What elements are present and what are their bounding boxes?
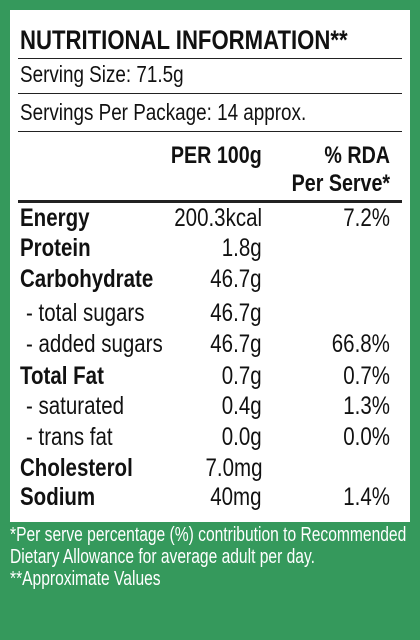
rule [18,58,402,59]
row-rda-text: 66.8% [331,330,390,358]
col-rda: % RDA [310,142,390,170]
serving-size: Serving Size: 71.5g [20,60,219,88]
row-per-100g-text: 46.7g [210,330,262,358]
row-name-text: Energy [20,204,90,232]
rule [18,200,402,203]
row-rda: 1.4% [333,483,390,511]
row-name: - added sugars [26,330,193,358]
title-text: NUTRITIONAL INFORMATION** [20,25,348,55]
footnote: **Approximate Values [10,568,161,590]
footnotes: *Per serve percentage (%) contribution t… [10,524,416,590]
row-name: - trans fat [26,423,132,451]
row-rda-text: 7.2% [343,204,390,232]
col-text: % RDA [324,142,390,169]
row-per-100g: 46.7g [199,299,262,327]
row-per-100g: 200.3kcal [155,204,262,232]
row-rda: 7.2% [333,204,390,232]
row-name-text: Protein [20,234,91,262]
col-text: PER 100g [171,142,262,169]
row-name: Cholesterol [20,454,158,482]
row-name-text: Cholesterol [20,454,133,482]
row-per-100g-text: 46.7g [210,299,262,327]
row-name: Total Fat [20,362,122,390]
row-name-text: Carbohydrate [20,265,154,293]
row-per-100g: 46.7g [199,265,262,293]
row-rda: 0.0% [333,423,390,451]
rule [18,93,402,94]
row-per-100g: 0.0g [213,423,262,451]
row-name: Energy [20,204,105,232]
row-name: Carbohydrate [20,265,183,293]
row-name: Protein [20,234,106,262]
row-name-text: Sodium [20,483,96,511]
row-per-100g-text: 0.4g [222,392,262,420]
title: NUTRITIONAL INFORMATION** [20,26,419,54]
row-name-text: - added sugars [26,330,163,358]
footnote: *Per serve percentage (%) contribution t… [10,524,407,568]
servings-text: Servings Per Package: 14 approx. [20,99,307,125]
col-per-100g: PER 100g [151,142,262,170]
row-rda-text: 0.7% [343,362,390,390]
row-per-100g: 7.0mg [193,454,262,482]
row-per-100g-text: 7.0mg [205,454,262,482]
servings-per-package: Servings Per Package: 14 approx. [20,98,369,126]
row-name: Sodium [20,483,112,511]
row-name-text: - total sugars [26,299,145,327]
row-per-100g: 40mg [199,483,262,511]
row-per-100g: 0.7g [213,362,262,390]
row-rda: 1.3% [333,392,390,420]
col-rda: Per Serve* [270,170,390,198]
row-name: - total sugars [26,299,171,327]
row-rda-text: 0.0% [343,423,390,451]
row-rda-text: 1.3% [343,392,390,420]
row-name-text: Total Fat [20,362,104,390]
row-per-100g-text: 200.3kcal [174,204,262,232]
row-name-text: - trans fat [26,423,113,451]
col-text: Per Serve* [291,170,390,197]
row-name: - saturated [26,392,146,420]
row-per-100g-text: 46.7g [210,265,262,293]
rule [18,131,402,132]
row-rda: 66.8% [319,330,390,358]
row-per-100g-text: 1.8g [222,234,262,262]
row-per-100g: 1.8g [213,234,262,262]
nutrition-panel: NUTRITIONAL INFORMATION** Serving Size: … [10,10,410,522]
serving-size-text: Serving Size: 71.5g [20,61,184,87]
row-rda: 0.7% [333,362,390,390]
row-per-100g: 46.7g [199,330,262,358]
row-name-text: - saturated [26,392,125,420]
row-per-100g-text: 40mg [210,483,262,511]
row-per-100g-text: 0.0g [222,423,262,451]
row-rda-text: 1.4% [343,483,390,511]
row-per-100g-text: 0.7g [222,362,262,390]
row-per-100g: 0.4g [213,392,262,420]
